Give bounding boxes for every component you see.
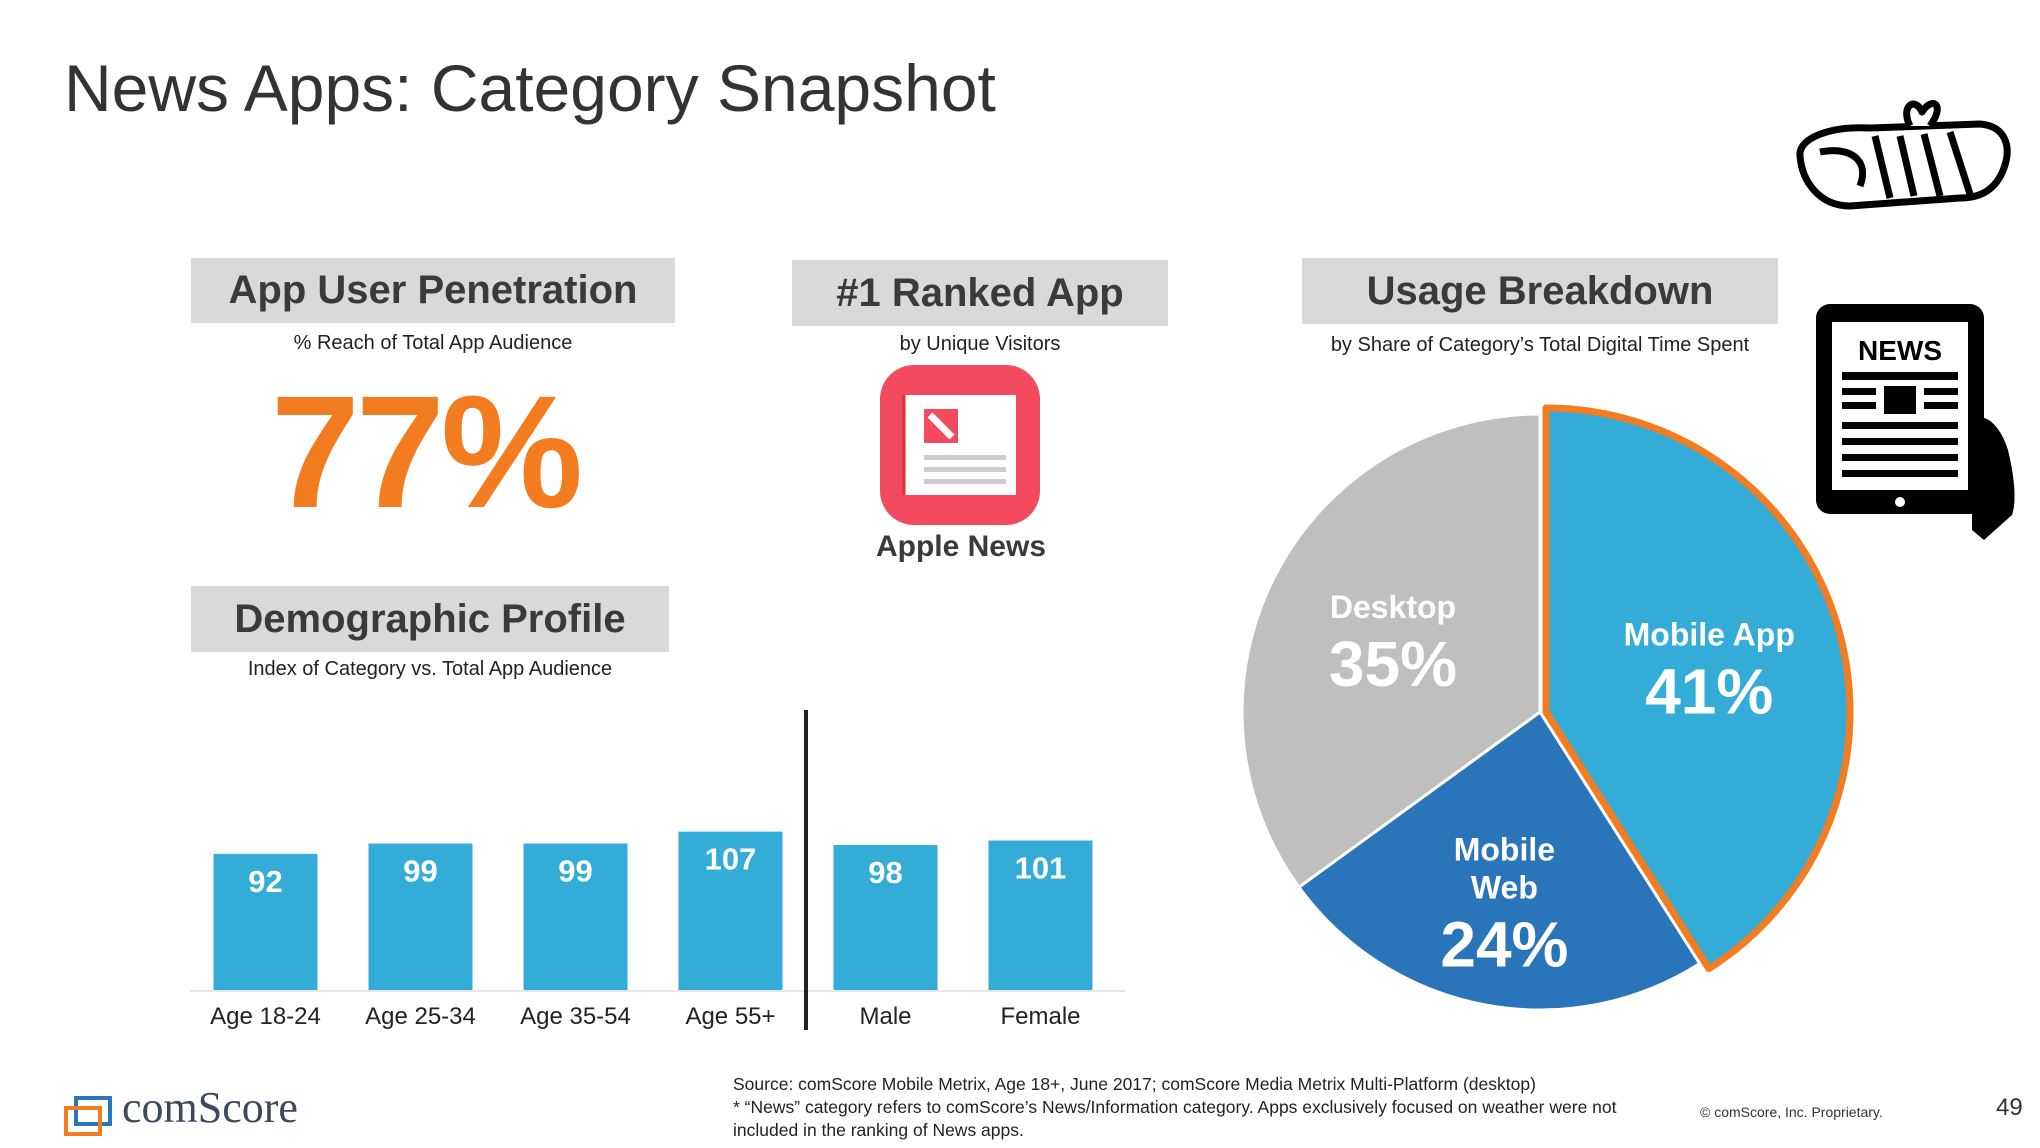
usage-subtitle: by Share of Category’s Total Digital Tim… bbox=[1330, 334, 1750, 356]
bar bbox=[833, 844, 938, 990]
penetration-value: 77% bbox=[270, 362, 583, 541]
bar-category-label: Age 35-54 bbox=[520, 1003, 631, 1030]
bar-value-label: 99 bbox=[403, 853, 437, 888]
bar-category-label: Age 25-34 bbox=[365, 1003, 476, 1030]
newspaper-roll-icon bbox=[1796, 100, 2011, 210]
ranked-app-subtitle: by Unique Visitors bbox=[899, 333, 1061, 355]
pie-slice-name-label: Mobile App bbox=[1624, 617, 1795, 653]
comscore-logo bbox=[62, 1096, 114, 1138]
pie-slice-value-label: 24% bbox=[1440, 909, 1568, 981]
penetration-subtitle: % Reach of Total App Audience bbox=[293, 332, 573, 354]
pie-slice-value-label: 35% bbox=[1329, 628, 1457, 700]
bar-category-label: Age 55+ bbox=[685, 1003, 775, 1030]
bar-category-label: Female bbox=[1000, 1003, 1080, 1030]
bar bbox=[988, 840, 1093, 990]
news-icon-label: NEWS bbox=[1858, 335, 1942, 366]
bar-value-label: 107 bbox=[705, 842, 757, 877]
bar bbox=[368, 843, 473, 990]
source-note: Source: comScore Mobile Metrix, Age 18+,… bbox=[733, 1073, 1673, 1142]
source-line-1: Source: comScore Mobile Metrix, Age 18+,… bbox=[733, 1074, 1536, 1094]
bar-value-label: 101 bbox=[1015, 851, 1067, 886]
pie-slice-mobile-web bbox=[1297, 710, 1702, 1012]
pie-slice-value-label: 41% bbox=[1645, 656, 1773, 728]
ranked-app-header: #1 Ranked App bbox=[792, 260, 1168, 326]
bar-value-label: 92 bbox=[248, 864, 282, 899]
bar-category-label: Male bbox=[859, 1003, 911, 1030]
pie-slice-desktop bbox=[1240, 412, 1542, 889]
bar bbox=[523, 843, 628, 990]
penetration-header: App User Penetration bbox=[191, 258, 675, 323]
pie-slice-name-label: Mobile Web bbox=[1454, 832, 1555, 906]
source-line-2: * “News” category refers to comScore’s N… bbox=[733, 1097, 1617, 1140]
copyright: © comScore, Inc. Proprietary. bbox=[1700, 1104, 1883, 1120]
bar-value-label: 99 bbox=[558, 853, 592, 888]
demographic-subtitle: Index of Category vs. Total App Audience bbox=[247, 658, 613, 680]
page-title: News Apps: Category Snapshot bbox=[64, 51, 996, 125]
apple-news-icon bbox=[880, 365, 1040, 525]
bar bbox=[678, 831, 783, 990]
ranked-app-name: Apple News bbox=[875, 530, 1047, 563]
pie-slice-mobile-app bbox=[1542, 404, 1854, 973]
bar bbox=[213, 853, 318, 990]
demographic-header: Demographic Profile bbox=[191, 586, 669, 652]
demographic-bar-chart: 92 Age 18-24 99 Age 25-34 99 Age 35-54 107 Age … bbox=[190, 710, 1125, 1030]
page-number: 49 bbox=[1996, 1094, 2023, 1121]
pie-slice-name-label: Desktop bbox=[1330, 589, 1456, 625]
bar-category-label: Age 18-24 bbox=[210, 1003, 321, 1030]
bar-value-label: 98 bbox=[868, 855, 902, 890]
tablet-news-icon: NEWS bbox=[1816, 304, 2015, 540]
comscore-logo-text: comScore bbox=[122, 1083, 298, 1132]
usage-header: Usage Breakdown bbox=[1302, 258, 1778, 324]
